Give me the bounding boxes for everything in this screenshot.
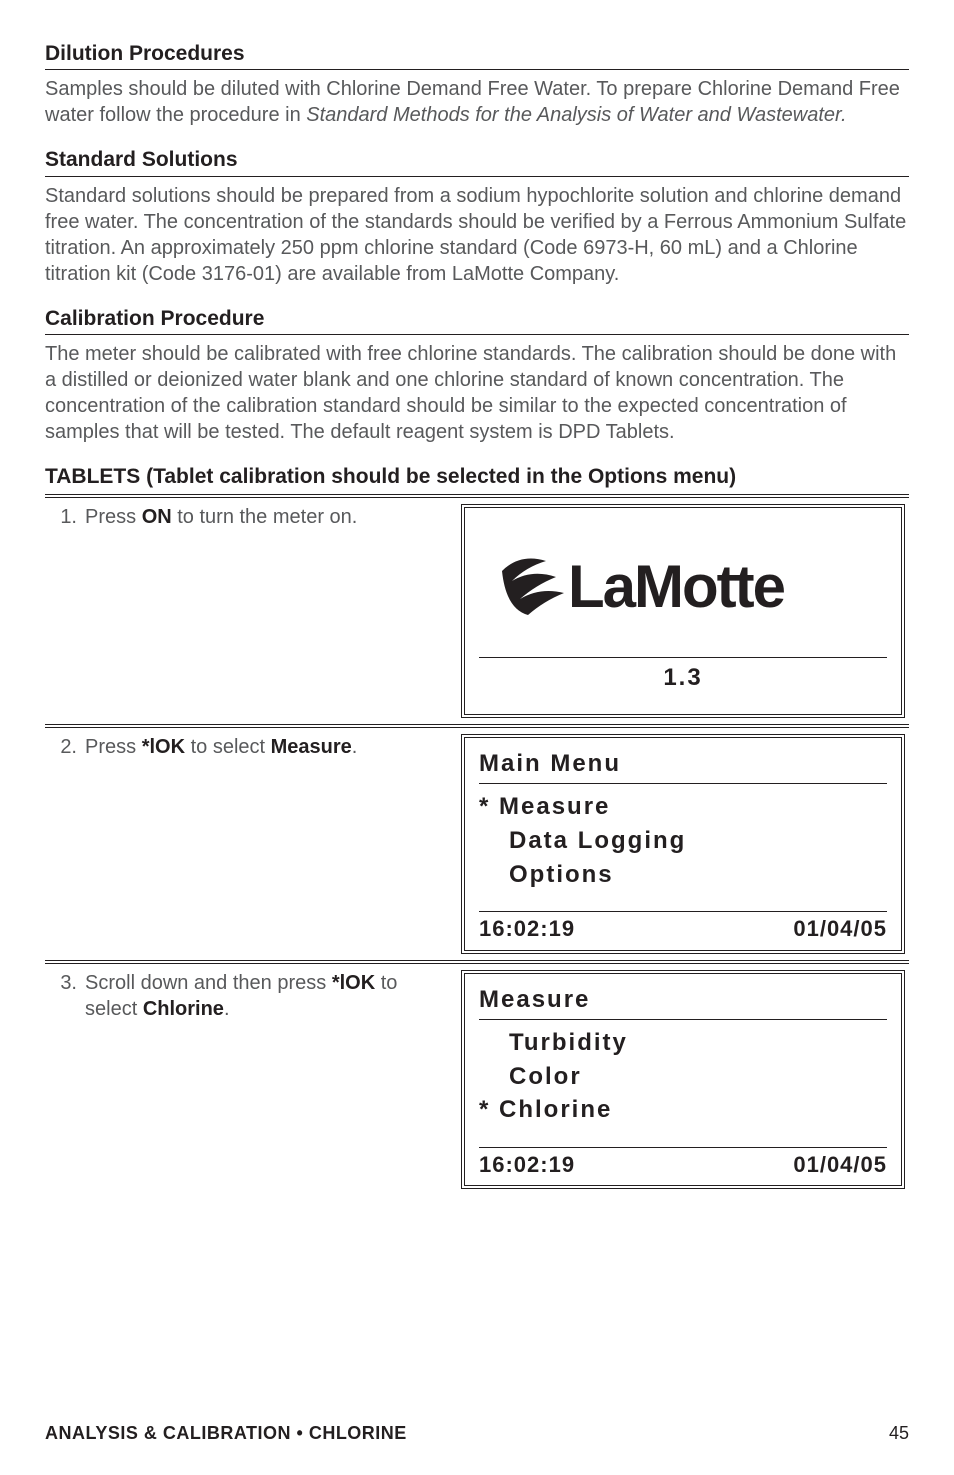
lcd-display: LaMotte 1.3 <box>461 504 905 718</box>
step2-d: Measure <box>271 736 352 758</box>
step2-c: to select <box>185 736 271 758</box>
step-text: Scroll down and then press *lOK to selec… <box>83 962 461 1196</box>
lcd-display: Measure Turbidity Color * Chlorine 16:02… <box>461 970 905 1190</box>
table-row: 1. Press ON to turn the meter on. LaMott… <box>45 498 909 726</box>
status-date: 01/04/05 <box>793 915 887 944</box>
lcd-display: Main Menu * Measure Data Logging Options… <box>461 734 905 954</box>
step3-a: Scroll down and then press <box>85 972 332 994</box>
footer-page-number: 45 <box>889 1422 909 1445</box>
paragraph-standard: Standard solutions should be prepared fr… <box>45 183 909 287</box>
step-number: 1. <box>45 498 83 726</box>
logo-version: 1.3 <box>479 657 887 693</box>
step3-b: *lOK <box>332 972 375 994</box>
step-number: 2. <box>45 726 83 962</box>
status-line: 16:02:19 01/04/05 <box>479 1147 887 1180</box>
step3-d: Chlorine <box>143 998 224 1020</box>
table-row: 3. Scroll down and then press *lOK to se… <box>45 962 909 1196</box>
status-time: 16:02:19 <box>479 915 575 944</box>
svg-text:LaMotte: LaMotte <box>568 553 785 620</box>
heading-tablets: TABLETS (Tablet calibration should be se… <box>45 463 909 498</box>
display-cell: LaMotte 1.3 <box>461 498 909 726</box>
menu-item: * Measure <box>479 790 887 824</box>
step-number: 3. <box>45 962 83 1196</box>
menu-title: Measure <box>479 984 887 1020</box>
menu-item: Turbidity <box>479 1026 887 1060</box>
step2-a: Press <box>85 736 142 758</box>
display-cell: Measure Turbidity Color * Chlorine 16:02… <box>461 962 909 1196</box>
step2-b: *lOK <box>142 736 185 758</box>
step1-a: Press <box>85 506 142 528</box>
status-date: 01/04/05 <box>793 1151 887 1180</box>
status-line: 16:02:19 01/04/05 <box>479 911 887 944</box>
step3-e: . <box>224 998 230 1020</box>
heading-calibration: Calibration Procedure <box>45 305 909 335</box>
menu-item: Data Logging <box>479 824 887 858</box>
menu-title: Main Menu <box>479 748 887 784</box>
menu-item: Options <box>479 858 887 892</box>
heading-standard: Standard Solutions <box>45 146 909 176</box>
step-text: Press ON to turn the meter on. <box>83 498 461 726</box>
step1-b: ON <box>142 506 172 528</box>
step2-e: . <box>352 736 358 758</box>
heading-dilution: Dilution Procedures <box>45 40 909 70</box>
steps-table: 1. Press ON to turn the meter on. LaMott… <box>45 498 909 1195</box>
footer-section: ANALYSIS & CALIBRATION • CHLORINE <box>45 1422 407 1445</box>
menu-item: Color <box>479 1060 887 1094</box>
step-text: Press *lOK to select Measure. <box>83 726 461 962</box>
dilution-text-italic: Standard Methods for the Analysis of Wat… <box>306 104 846 126</box>
display-cell: Main Menu * Measure Data Logging Options… <box>461 726 909 962</box>
step1-c: to turn the meter on. <box>172 506 358 528</box>
page-footer: ANALYSIS & CALIBRATION • CHLORINE 45 <box>45 1422 909 1445</box>
lamotte-logo-icon: LaMotte <box>498 545 868 623</box>
menu-item: * Chlorine <box>479 1093 887 1127</box>
paragraph-dilution: Samples should be diluted with Chlorine … <box>45 76 909 128</box>
status-time: 16:02:19 <box>479 1151 575 1180</box>
table-row: 2. Press *lOK to select Measure. Main Me… <box>45 726 909 962</box>
paragraph-calibration: The meter should be calibrated with free… <box>45 341 909 445</box>
